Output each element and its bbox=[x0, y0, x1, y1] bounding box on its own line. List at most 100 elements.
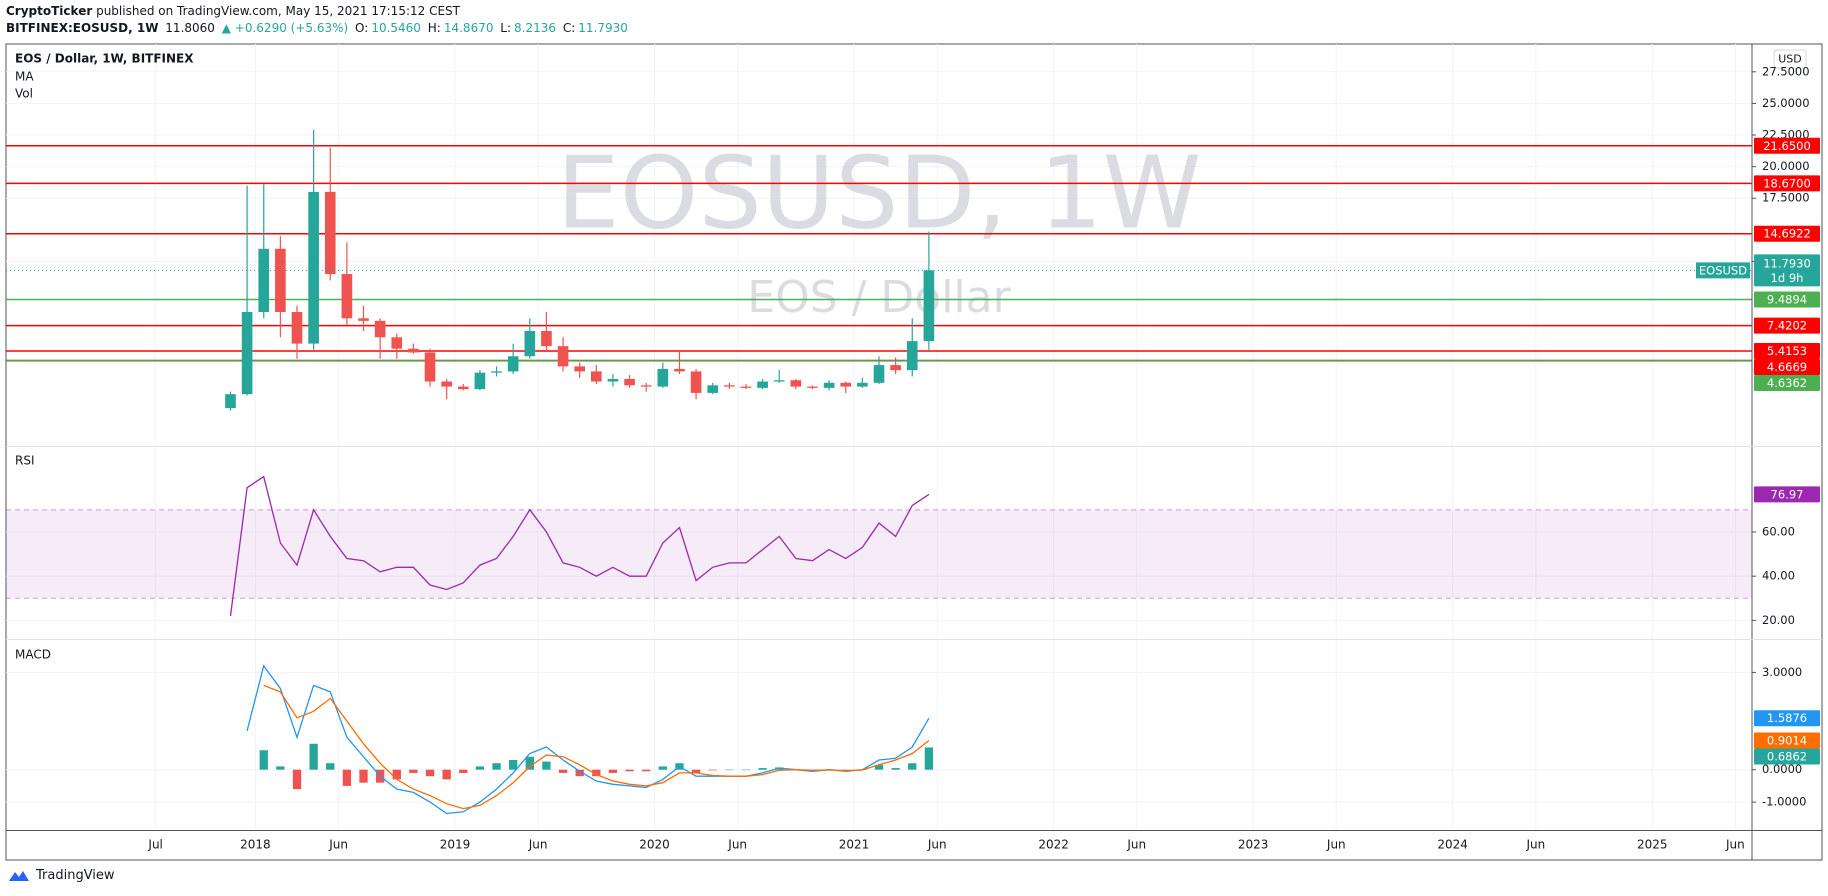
x-tick-label: Jun bbox=[1126, 838, 1146, 852]
indicator-name[interactable]: RSI bbox=[15, 454, 35, 468]
symbol-line: BITFINEX:EOSUSD, 1W 11.8060 ▲ +0.6290 (+… bbox=[6, 21, 631, 35]
candle-body bbox=[923, 270, 935, 342]
band bbox=[6, 509, 1752, 599]
last-value-label-box bbox=[1754, 486, 1820, 503]
level-label-box bbox=[1754, 358, 1820, 375]
histogram-bar bbox=[309, 743, 318, 770]
histogram-bar bbox=[691, 769, 701, 773]
histogram-bar bbox=[874, 764, 884, 770]
indicator-name[interactable]: Vol bbox=[15, 87, 33, 101]
histogram-bar bbox=[725, 769, 734, 771]
histogram-bar bbox=[575, 769, 584, 777]
histogram-bar bbox=[342, 769, 352, 786]
ohlc-label: H: bbox=[427, 21, 441, 35]
histogram-bar bbox=[592, 769, 601, 777]
candle-body bbox=[341, 274, 353, 319]
candle-body bbox=[707, 385, 719, 393]
candle-body bbox=[408, 348, 419, 353]
logo bbox=[9, 870, 29, 881]
axis-labels: Jul 2018 Jun 2019 Jun 2020 Jun 2021 Jun 2022 Jun 20… bbox=[147, 64, 1820, 852]
candle-body bbox=[906, 341, 918, 371]
candle-body bbox=[275, 248, 286, 312]
ohlc-label: O: bbox=[355, 21, 369, 35]
last-value-label-box bbox=[1754, 732, 1820, 749]
last-value-label-box bbox=[1754, 710, 1820, 727]
x-tick-label: Jun bbox=[528, 838, 548, 852]
x-tick-label: Jun bbox=[727, 838, 747, 852]
x-tick-label: 2025 bbox=[1637, 838, 1668, 852]
histogram-bar bbox=[259, 750, 268, 770]
currency-button[interactable] bbox=[1773, 49, 1807, 69]
candle-body bbox=[258, 248, 270, 312]
candle-body bbox=[424, 352, 436, 382]
candle-body bbox=[241, 312, 253, 395]
change: ▲ +0.6290 (+5.63%) bbox=[221, 21, 349, 35]
y-tick-label: 20.00 bbox=[1762, 613, 1795, 627]
candle-body bbox=[740, 386, 752, 388]
indicator-line bbox=[229, 475, 930, 617]
ohlc-value: 8.2136 bbox=[514, 21, 557, 35]
level-label-box bbox=[1754, 342, 1820, 359]
candle-body bbox=[640, 385, 652, 387]
watermark-sub: EOS / Dollar bbox=[747, 272, 1011, 323]
candle-body bbox=[441, 381, 452, 387]
histogram-bar bbox=[642, 769, 651, 772]
level-label: 4.6362 bbox=[1767, 376, 1807, 390]
last-value-label-box bbox=[1754, 748, 1820, 765]
indicator-line bbox=[246, 664, 930, 815]
candle-body bbox=[225, 394, 236, 409]
indicator-name[interactable]: MACD bbox=[15, 648, 51, 662]
histogram-bar bbox=[625, 769, 634, 772]
candle-body bbox=[457, 386, 469, 390]
level-label-box bbox=[1754, 317, 1820, 334]
publish-line: CryptoTicker published on TradingView.co… bbox=[6, 4, 463, 18]
x-tick-label: Jul bbox=[147, 838, 162, 852]
histogram-bar bbox=[326, 763, 335, 770]
last-name: EOSUSD bbox=[1699, 263, 1747, 277]
x-tick-label: Jun bbox=[1525, 838, 1545, 852]
candle-body bbox=[890, 365, 901, 371]
histogram-bar bbox=[359, 769, 368, 783]
ohlc-label: L: bbox=[500, 21, 512, 35]
last-price-label: 11.7930 bbox=[1763, 256, 1811, 270]
histogram-bar bbox=[409, 769, 418, 773]
indicator-name[interactable]: MA bbox=[15, 70, 34, 84]
grid bbox=[6, 44, 1752, 830]
last-value-label: 0.6862 bbox=[1767, 749, 1807, 763]
level-label-box bbox=[1754, 225, 1820, 242]
histogram-bar bbox=[758, 768, 767, 770]
pane-title: EOS / Dollar, 1W, BITFINEX bbox=[15, 52, 194, 66]
histogram-bar bbox=[658, 766, 667, 770]
histogram-bar bbox=[608, 769, 618, 773]
last-price: 11.8060 bbox=[165, 21, 215, 35]
histogram-bar bbox=[459, 769, 468, 773]
watermark: EOSUSD, 1W bbox=[556, 134, 1201, 251]
histogram-bar bbox=[908, 763, 917, 770]
candle-body bbox=[324, 191, 336, 275]
footer-brand[interactable]: TradingView bbox=[36, 868, 115, 883]
candle-body bbox=[474, 372, 486, 390]
level-label: 4.6669 bbox=[1767, 360, 1807, 374]
chart: EOSUSD, 1W EOS / Dollar EOS / Dollar, 1W… bbox=[5, 43, 1823, 861]
last-price-label-countdown: 1d 9h bbox=[1771, 271, 1804, 285]
last-price-label-box bbox=[1754, 254, 1820, 287]
last-value-label: 76.97 bbox=[1771, 487, 1804, 501]
histogram-bar bbox=[509, 759, 518, 770]
level-label: 9.4894 bbox=[1767, 292, 1807, 306]
candle-body bbox=[590, 371, 602, 382]
candle-body bbox=[308, 191, 319, 344]
level-label-box bbox=[1754, 291, 1820, 308]
candle-body bbox=[757, 381, 768, 388]
histogram-bar bbox=[425, 769, 435, 777]
level-label: 18.6700 bbox=[1763, 176, 1811, 190]
x-tick-label: 2021 bbox=[839, 838, 870, 852]
x-tick-label: Jun bbox=[328, 838, 348, 852]
candle-body bbox=[807, 386, 818, 388]
level-label: 21.6500 bbox=[1763, 139, 1811, 153]
candle-body bbox=[657, 368, 669, 387]
currency[interactable]: USD bbox=[1778, 53, 1802, 66]
candle-body bbox=[607, 379, 619, 382]
histogram-bar bbox=[525, 756, 534, 770]
author[interactable]: CryptoTicker bbox=[6, 4, 93, 18]
histogram-bar bbox=[475, 766, 485, 770]
